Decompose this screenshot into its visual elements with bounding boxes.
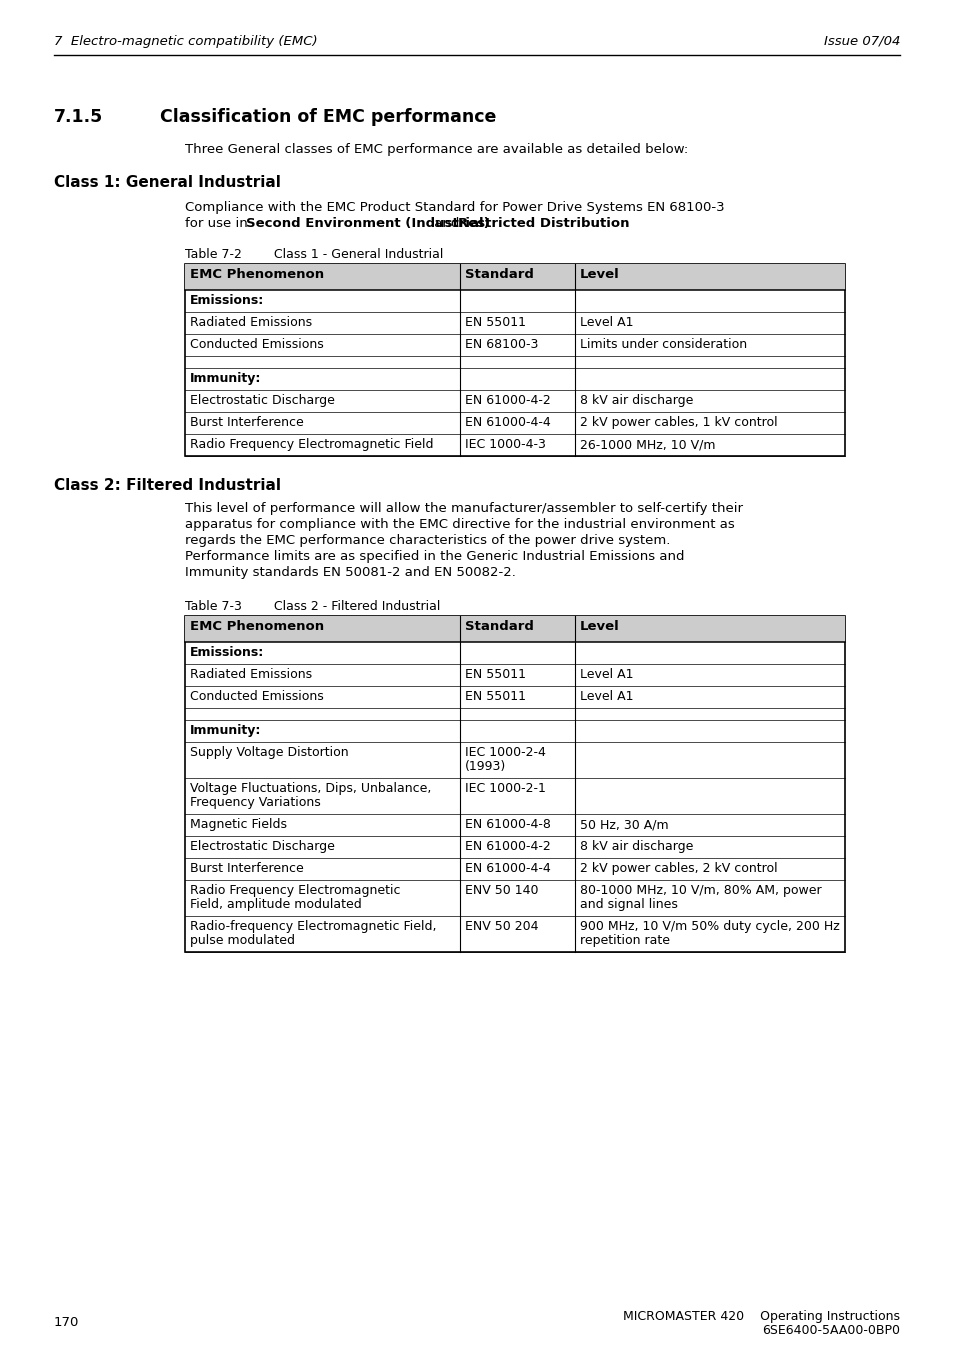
Text: 6SE6400-5AA00-0BP0: 6SE6400-5AA00-0BP0 <box>761 1324 899 1337</box>
Text: 50 Hz, 30 A/m: 50 Hz, 30 A/m <box>579 817 668 831</box>
Text: Immunity standards EN 50081-2 and EN 50082-2.: Immunity standards EN 50081-2 and EN 500… <box>185 566 516 580</box>
Text: Emissions:: Emissions: <box>190 295 264 307</box>
Text: apparatus for compliance with the EMC directive for the industrial environment a: apparatus for compliance with the EMC di… <box>185 517 734 531</box>
Text: EN 61000-4-4: EN 61000-4-4 <box>464 862 550 875</box>
Text: IEC 1000-2-4: IEC 1000-2-4 <box>464 746 545 759</box>
Text: Level: Level <box>579 267 619 281</box>
Text: Level A1: Level A1 <box>579 316 633 330</box>
Text: Conducted Emissions: Conducted Emissions <box>190 690 323 703</box>
Text: and signal lines: and signal lines <box>579 898 678 911</box>
Text: Radio Frequency Electromagnetic: Radio Frequency Electromagnetic <box>190 884 400 897</box>
Text: 80-1000 MHz, 10 V/m, 80% AM, power: 80-1000 MHz, 10 V/m, 80% AM, power <box>579 884 821 897</box>
Text: EN 68100-3: EN 68100-3 <box>464 338 537 351</box>
Text: Voltage Fluctuations, Dips, Unbalance,: Voltage Fluctuations, Dips, Unbalance, <box>190 782 431 794</box>
Text: Standard: Standard <box>464 620 534 634</box>
Text: 7  Electro-magnetic compatibility (EMC): 7 Electro-magnetic compatibility (EMC) <box>54 35 317 49</box>
Text: Level A1: Level A1 <box>579 690 633 703</box>
Bar <box>185 616 844 642</box>
Text: IEC 1000-4-3: IEC 1000-4-3 <box>464 438 545 451</box>
Bar <box>185 263 844 290</box>
Text: EN 61000-4-2: EN 61000-4-2 <box>464 394 550 407</box>
Text: EN 61000-4-8: EN 61000-4-8 <box>464 817 550 831</box>
Text: 900 MHz, 10 V/m 50% duty cycle, 200 Hz: 900 MHz, 10 V/m 50% duty cycle, 200 Hz <box>579 920 839 934</box>
Text: IEC 1000-2-1: IEC 1000-2-1 <box>464 782 545 794</box>
Text: Table 7-3        Class 2 - Filtered Industrial: Table 7-3 Class 2 - Filtered Industrial <box>185 600 440 613</box>
Text: 7.1.5: 7.1.5 <box>54 108 103 126</box>
Text: Burst Interference: Burst Interference <box>190 416 303 430</box>
Text: Level A1: Level A1 <box>579 667 633 681</box>
Text: MICROMASTER 420    Operating Instructions: MICROMASTER 420 Operating Instructions <box>622 1310 899 1323</box>
Text: Three General classes of EMC performance are available as detailed below:: Three General classes of EMC performance… <box>185 143 687 155</box>
Text: 2 kV power cables, 2 kV control: 2 kV power cables, 2 kV control <box>579 862 777 875</box>
Text: Radiated Emissions: Radiated Emissions <box>190 316 312 330</box>
Text: 2 kV power cables, 1 kV control: 2 kV power cables, 1 kV control <box>579 416 777 430</box>
Bar <box>185 616 844 952</box>
Text: Emissions:: Emissions: <box>190 646 264 659</box>
Text: 26-1000 MHz, 10 V/m: 26-1000 MHz, 10 V/m <box>579 438 715 451</box>
Text: Restricted Distribution: Restricted Distribution <box>457 218 629 230</box>
Text: EN 61000-4-2: EN 61000-4-2 <box>464 840 550 852</box>
Text: repetition rate: repetition rate <box>579 934 669 947</box>
Text: Immunity:: Immunity: <box>190 724 261 738</box>
Text: Limits under consideration: Limits under consideration <box>579 338 746 351</box>
Text: 170: 170 <box>54 1316 79 1329</box>
Text: Class 1: General Industrial: Class 1: General Industrial <box>54 176 280 190</box>
Text: pulse modulated: pulse modulated <box>190 934 294 947</box>
Text: This level of performance will allow the manufacturer/assembler to self-certify : This level of performance will allow the… <box>185 503 742 515</box>
Text: Second Environment (Industrial): Second Environment (Industrial) <box>246 218 489 230</box>
Text: Radio-frequency Electromagnetic Field,: Radio-frequency Electromagnetic Field, <box>190 920 436 934</box>
Text: Electrostatic Discharge: Electrostatic Discharge <box>190 840 335 852</box>
Bar <box>185 263 844 457</box>
Text: Class 2: Filtered Industrial: Class 2: Filtered Industrial <box>54 478 281 493</box>
Text: Issue 07/04: Issue 07/04 <box>822 35 899 49</box>
Text: Conducted Emissions: Conducted Emissions <box>190 338 323 351</box>
Text: EMC Phenomenon: EMC Phenomenon <box>190 620 324 634</box>
Text: Frequency Variations: Frequency Variations <box>190 796 320 809</box>
Text: EMC Phenomenon: EMC Phenomenon <box>190 267 324 281</box>
Text: Classification of EMC performance: Classification of EMC performance <box>160 108 496 126</box>
Text: Table 7-2        Class 1 - General Industrial: Table 7-2 Class 1 - General Industrial <box>185 249 443 261</box>
Text: ENV 50 140: ENV 50 140 <box>464 884 537 897</box>
Text: Supply Voltage Distortion: Supply Voltage Distortion <box>190 746 348 759</box>
Text: Performance limits are as specified in the Generic Industrial Emissions and: Performance limits are as specified in t… <box>185 550 684 563</box>
Text: for use in: for use in <box>185 218 252 230</box>
Text: 8 kV air discharge: 8 kV air discharge <box>579 840 693 852</box>
Text: Level: Level <box>579 620 619 634</box>
Text: Burst Interference: Burst Interference <box>190 862 303 875</box>
Text: Radiated Emissions: Radiated Emissions <box>190 667 312 681</box>
Text: Standard: Standard <box>464 267 534 281</box>
Text: ENV 50 204: ENV 50 204 <box>464 920 537 934</box>
Text: Field, amplitude modulated: Field, amplitude modulated <box>190 898 361 911</box>
Text: 8 kV air discharge: 8 kV air discharge <box>579 394 693 407</box>
Text: EN 55011: EN 55011 <box>464 316 525 330</box>
Text: Immunity:: Immunity: <box>190 372 261 385</box>
Text: .: . <box>595 218 598 230</box>
Text: EN 55011: EN 55011 <box>464 667 525 681</box>
Text: and: and <box>430 218 464 230</box>
Text: EN 61000-4-4: EN 61000-4-4 <box>464 416 550 430</box>
Text: Electrostatic Discharge: Electrostatic Discharge <box>190 394 335 407</box>
Text: Magnetic Fields: Magnetic Fields <box>190 817 287 831</box>
Text: EN 55011: EN 55011 <box>464 690 525 703</box>
Text: Radio Frequency Electromagnetic Field: Radio Frequency Electromagnetic Field <box>190 438 433 451</box>
Text: regards the EMC performance characteristics of the power drive system.: regards the EMC performance characterist… <box>185 534 670 547</box>
Text: (1993): (1993) <box>464 761 506 773</box>
Text: Compliance with the EMC Product Standard for Power Drive Systems EN 68100-3: Compliance with the EMC Product Standard… <box>185 201 724 213</box>
